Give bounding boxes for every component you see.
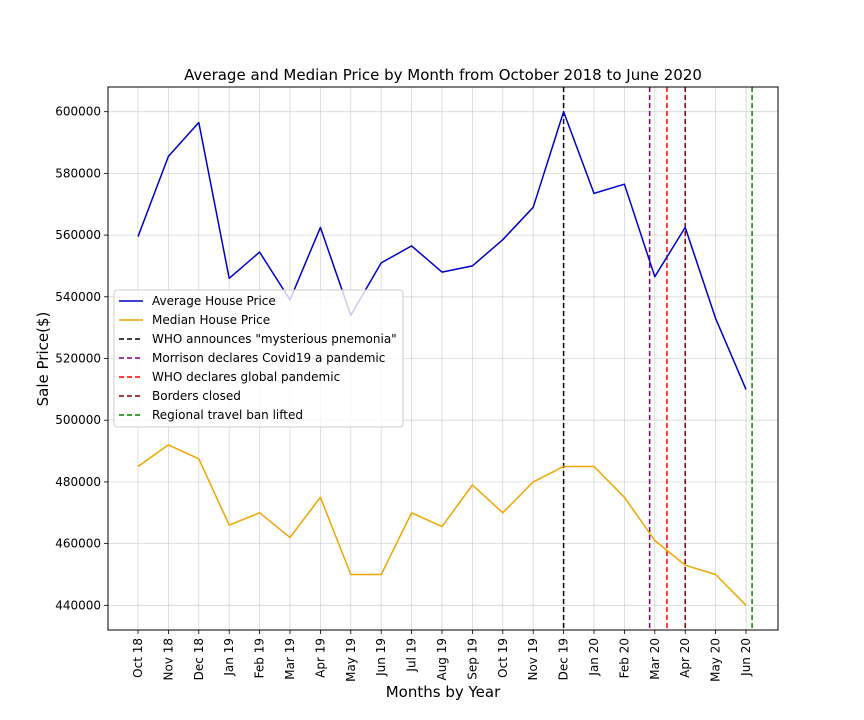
y-tick-label: 600000 [55, 105, 101, 119]
x-tick-label: Aug 19 [435, 638, 449, 681]
legend-label: WHO announces "mysterious pnemonia" [152, 332, 397, 346]
x-tick-label: Nov 18 [161, 638, 175, 681]
event-lines [562, 87, 753, 630]
legend-label: Morrison declares Covid19 a pandemic [152, 351, 385, 365]
series-line-1 [137, 444, 747, 606]
x-tick-label: Jul 19 [405, 638, 419, 673]
x-tick-label: Jun 20 [739, 638, 753, 677]
y-axis-ticks: 440000 460000 480000 500000 520000 540000 5600… [55, 105, 108, 612]
legend-label: WHO declares global pandemic [152, 370, 340, 384]
y-tick-label: 580000 [55, 166, 101, 180]
x-tick-label: Jan 20 [587, 638, 601, 677]
x-tick-label: May 19 [344, 638, 358, 682]
x-tick-label: Dec 18 [192, 638, 206, 680]
x-tick-label: Oct 19 [496, 638, 510, 678]
legend-label: Average House Price [152, 294, 276, 308]
x-axis-ticks: Oct 18 Nov 18 Dec 18 Jan 19 Feb 19 Mar 19 Apr … [131, 630, 753, 682]
x-tick-label: Mar 19 [283, 638, 297, 680]
x-tick-label: Feb 20 [617, 638, 631, 678]
x-tick-label: Feb 19 [253, 638, 267, 678]
legend: Average House Price Median House Price WHO… [113, 289, 404, 428]
x-tick-label: Dec 19 [557, 638, 571, 680]
legend-label: Median House Price [152, 313, 270, 327]
x-tick-label: May 20 [709, 638, 723, 682]
x-tick-label: Apr 20 [678, 638, 692, 678]
series-line-0 [137, 110, 747, 390]
legend-box [113, 289, 404, 428]
x-tick-label: Apr 19 [313, 638, 327, 678]
y-tick-label: 500000 [55, 413, 101, 427]
x-tick-label: Mar 20 [648, 638, 662, 680]
y-tick-label: 440000 [55, 598, 101, 612]
legend-label: Regional travel ban lifted [152, 408, 303, 422]
series-lines [137, 110, 747, 606]
y-tick-label: 520000 [55, 352, 101, 366]
x-tick-label: Oct 18 [131, 638, 145, 678]
y-tick-label: 460000 [55, 537, 101, 551]
chart-title: Average and Median Price by Month from O… [184, 66, 702, 84]
x-tick-label: Jun 19 [374, 638, 388, 677]
y-tick-label: 560000 [55, 228, 101, 242]
x-tick-label: Nov 19 [526, 638, 540, 681]
y-axis-title: Sale Price($) [34, 312, 52, 407]
y-tick-label: 480000 [55, 475, 101, 489]
legend-label: Borders closed [152, 389, 241, 403]
x-tick-label: Sep 19 [465, 638, 479, 680]
y-tick-label: 540000 [55, 290, 101, 304]
x-axis-title: Months by Year [386, 683, 501, 701]
x-tick-label: Jan 19 [222, 638, 236, 677]
